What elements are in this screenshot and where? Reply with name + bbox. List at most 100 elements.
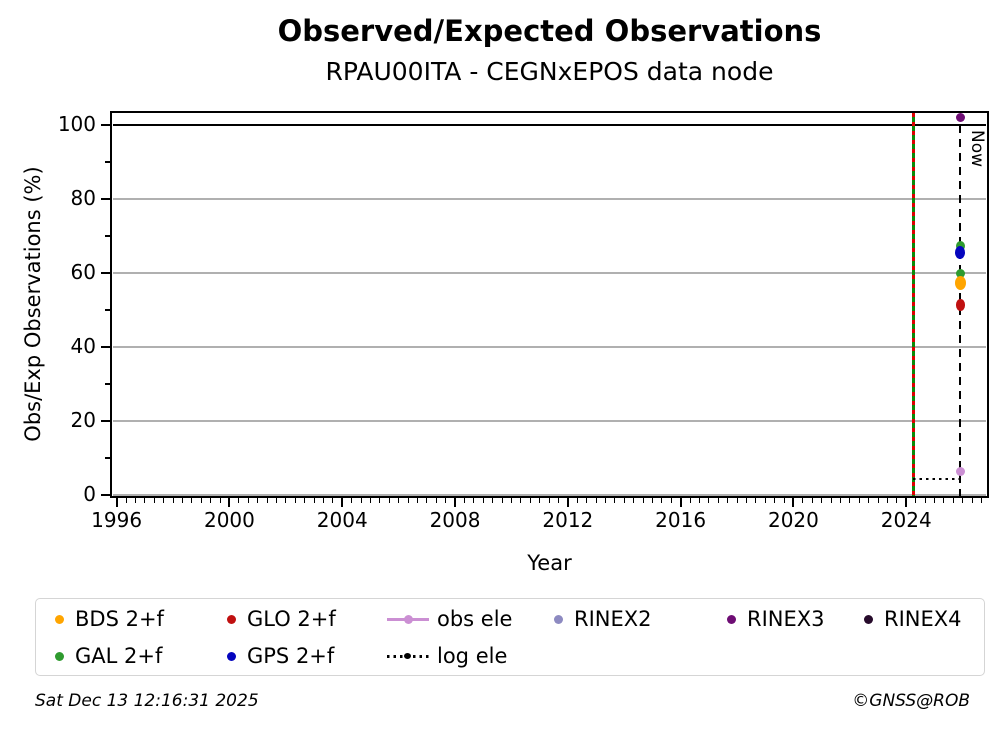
legend-item-rinex3: RINEX3 <box>723 606 825 632</box>
copyright: ©GNSS@ROB <box>852 691 970 711</box>
legend-item-gal-2-f: GAL 2+f <box>51 643 162 669</box>
x-tick-minor <box>548 498 550 503</box>
x-tick-minor <box>238 498 240 503</box>
x-tick-minor <box>886 498 888 503</box>
x-tick-minor <box>943 498 945 503</box>
y-tick-major-40 <box>101 346 110 349</box>
hundred-percent-line <box>113 123 986 126</box>
gridline-60 <box>113 272 986 274</box>
y-tick-label-80: 80 <box>70 185 96 210</box>
chart-subtitle: RPAU00ITA - CEGNxEPOS data node <box>325 57 774 86</box>
x-tick-minor <box>351 498 353 503</box>
x-tick-minor <box>304 498 306 503</box>
gridline-80 <box>113 198 986 200</box>
x-tick-minor <box>670 498 672 503</box>
x-tick-minor <box>915 498 917 503</box>
point-rinex3 <box>955 113 965 123</box>
x-tick-minor <box>266 498 268 503</box>
x-tick-minor <box>877 498 879 503</box>
timestamp: Sat Dec 13 12:16:31 2025 <box>35 691 259 711</box>
rinex2-dot-icon <box>550 611 566 627</box>
gridline-0 <box>113 494 986 496</box>
x-tick-minor <box>445 498 447 503</box>
x-tick-minor <box>661 498 663 503</box>
x-tick-minor <box>689 498 691 503</box>
y-tick-major-60 <box>101 272 110 275</box>
x-tick-minor <box>435 498 437 503</box>
x-tick-minor <box>868 498 870 503</box>
legend-label-rinex3: RINEX3 <box>747 607 825 631</box>
y-tick-major-100 <box>101 123 110 126</box>
y-tick-minor-90 <box>105 161 110 163</box>
x-tick-label-2016: 2016 <box>655 508 707 532</box>
point-gal-2-f <box>955 268 965 278</box>
x-tick-label-1996: 1996 <box>91 508 143 532</box>
y-axis-label: Obs/Exp Observations (%) <box>21 166 45 442</box>
x-tick-minor <box>379 498 381 503</box>
x-tick-minor <box>388 498 390 503</box>
x-tick-minor <box>971 498 973 503</box>
legend-item-glo-2-f: GLO 2+f <box>223 606 336 632</box>
x-tick-minor <box>134 498 136 503</box>
x-tick-minor <box>651 498 653 503</box>
legend-label-log-ele: log ele <box>437 644 508 668</box>
x-tick-minor <box>163 498 165 503</box>
x-tick-minor <box>313 498 315 503</box>
y-tick-label-0: 0 <box>83 482 96 507</box>
x-tick-minor <box>849 498 851 503</box>
x-tick-minor <box>332 498 334 503</box>
legend-item-log-ele: log ele <box>387 643 507 669</box>
y-tick-label-40: 40 <box>70 334 96 359</box>
legend-item-rinex4: RINEX4 <box>860 606 962 632</box>
legend-label-gps-2-f: GPS 2+f <box>247 644 335 668</box>
x-tick-minor <box>745 498 747 503</box>
x-tick-minor <box>473 498 475 503</box>
x-tick-minor <box>210 498 212 503</box>
y-tick-major-0 <box>101 494 110 497</box>
bds-2-f-dot-icon <box>51 611 67 627</box>
x-tick-minor <box>924 498 926 503</box>
x-tick-minor <box>285 498 287 503</box>
x-tick-minor <box>821 498 823 503</box>
x-tick-label-2020: 2020 <box>767 508 819 532</box>
legend-item-gps-2-f: GPS 2+f <box>223 643 334 669</box>
y-tick-major-20 <box>101 420 110 423</box>
x-tick-minor <box>962 498 964 503</box>
x-tick-label-2024: 2024 <box>880 508 932 532</box>
point-glo-2-f <box>955 299 966 312</box>
y-tick-minor-50 <box>105 309 110 311</box>
x-tick-minor <box>783 498 785 503</box>
legend-label-rinex4: RINEX4 <box>884 607 962 631</box>
x-tick-minor <box>294 498 296 503</box>
glo-2-f-dot-icon <box>223 611 239 627</box>
x-tick-minor <box>557 498 559 503</box>
gridline-20 <box>113 420 986 422</box>
x-tick-minor <box>275 498 277 503</box>
point-obs-ele <box>955 466 965 476</box>
x-tick-minor <box>774 498 776 503</box>
legend: BDS 2+f GLO 2+f obs ele RINEX2 RINEX3 RINEX4 G… <box>35 598 985 676</box>
x-tick-minor <box>595 498 597 503</box>
x-tick-minor <box>200 498 202 503</box>
x-tick-minor <box>529 498 531 503</box>
x-tick-minor <box>539 498 541 503</box>
x-tick-minor <box>144 498 146 503</box>
x-tick-minor <box>736 498 738 503</box>
y-tick-minor-70 <box>105 235 110 237</box>
x-tick-minor <box>153 498 155 503</box>
x-tick-minor <box>717 498 719 503</box>
x-tick-minor <box>407 498 409 503</box>
plot-area <box>110 111 989 498</box>
x-tick-major-2024 <box>905 498 908 507</box>
x-tick-minor <box>764 498 766 503</box>
legend-item-obs-ele: obs ele <box>387 606 512 632</box>
legend-label-obs-ele: obs ele <box>437 607 513 631</box>
x-tick-major-2008 <box>454 498 457 507</box>
x-tick-minor <box>426 498 428 503</box>
point-gal-2-f <box>955 240 965 251</box>
x-tick-minor <box>839 498 841 503</box>
chart-title: Observed/Expected Observations <box>277 14 822 48</box>
x-tick-minor <box>586 498 588 503</box>
x-tick-minor <box>896 498 898 503</box>
